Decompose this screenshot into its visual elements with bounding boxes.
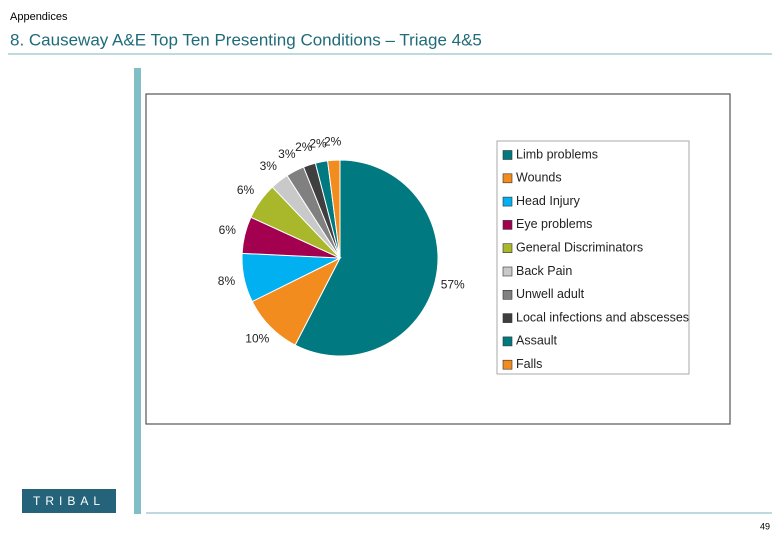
legend-label: Back Pain (516, 264, 572, 278)
legend-swatch (502, 220, 513, 230)
slice-label: 3% (260, 159, 278, 173)
page-number: 49 (760, 521, 770, 531)
legend-swatch (502, 196, 513, 207)
legend-swatch (502, 266, 513, 277)
legend-swatch (502, 336, 513, 347)
legend-swatch (502, 173, 513, 184)
slice-label: 2% (324, 134, 342, 148)
legend-label: Wounds (516, 171, 562, 185)
legend-box (496, 140, 690, 375)
legend-label: Assault (516, 334, 558, 348)
legend-swatch (502, 150, 513, 160)
slice-label: 6% (219, 223, 237, 237)
legend-label: Unwell adult (516, 287, 585, 301)
legend-swatch (502, 313, 513, 323)
side-bar (134, 68, 141, 514)
legend-label: Local infections and abscesses (516, 310, 689, 324)
legend-swatch (502, 289, 513, 300)
slice-label: 57% (441, 278, 465, 292)
slice-label: 6% (237, 183, 255, 197)
slice-label: 3% (278, 147, 296, 161)
legend-swatch (502, 243, 513, 253)
legend-label: Limb problems (516, 147, 598, 161)
slice-label: 8% (218, 274, 236, 288)
slice-label: 2% (309, 136, 327, 150)
slice-label: 10% (245, 332, 269, 346)
slice-label: 2% (295, 140, 313, 154)
legend-label: Head Injury (516, 194, 581, 208)
legend-label: General Discriminators (516, 240, 643, 254)
logo: TRIBAL (33, 494, 105, 508)
logo-box (22, 489, 116, 513)
legend-swatch (502, 359, 513, 370)
section-label: Appendices (10, 11, 68, 23)
legend-label: Falls (516, 357, 542, 371)
pie-slice (327, 159, 341, 259)
legend-label: Eye problems (516, 217, 592, 231)
slide-title: 8. Causeway A&E Top Ten Presenting Condi… (10, 30, 482, 49)
pie-slice (294, 159, 439, 357)
